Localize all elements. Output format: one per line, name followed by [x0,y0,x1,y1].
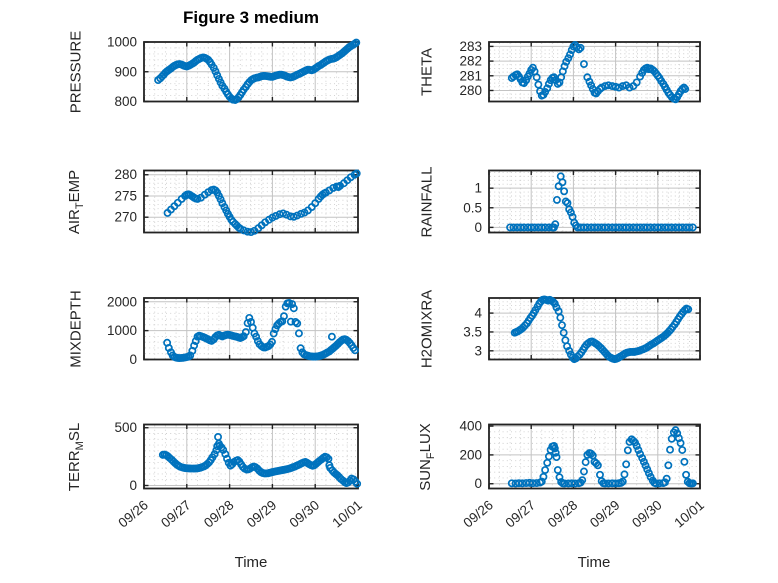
subplot-RAINFALL: 00.51 [463,169,701,235]
y-tick-label: 900 [114,64,137,79]
y-axis-label-MIXDEPTH: MIXDEPTH [67,289,85,368]
axes-frame [143,423,359,490]
scatter-series-THETA [507,40,690,104]
scatter-series-SUN_FLUX [507,426,697,488]
scatter-series-RAINFALL [506,172,697,232]
subplot-AIR_TEMP: 270 275 280 [114,167,361,237]
y-tick-label: 1000 [107,35,137,50]
y-tick-label: 1 [474,181,482,196]
y-axis-label-H2OMIXRA: H2OMIXRA [418,289,436,368]
tick-marks [143,170,359,233]
y-tick-label: 800 [114,94,137,109]
scatter-series-PRESSURE [154,38,361,104]
y-axis-label-TERR_MSL: TERRMSL [66,422,86,491]
x-tick-label: 09/26 [460,497,496,530]
subplot-H2OMIXRA: 33.54 [463,295,701,364]
scatter-series-MIXDEPTH [163,298,359,363]
figure-title: Figure 3 medium [182,8,320,27]
y-tick-label: 270 [114,210,137,225]
y-tick-label: 500 [114,420,137,435]
x-tick-label: 10/01 [329,497,365,530]
x-tick-label: 09/29 [587,497,623,530]
x-tick-label: 09/27 [158,497,194,530]
subplot-SUN_FLUX: 0 200 400 09/26 09/27 09/28 09/29 09/30 10/01 [459,419,706,531]
y-tick-label: 3.5 [463,324,482,339]
minor-grid [490,171,699,232]
axes-frame [488,297,701,361]
y-axis-label-SUN_FLUX: SUNFLUX [417,422,437,491]
major-grid [144,42,358,102]
scatter-series-AIR_TEMP [163,169,361,237]
y-tick-label: 0 [129,352,137,367]
y-axis-label-THETA: THETA [418,47,436,96]
x-axis-label-left: Time [234,554,268,571]
y-tick-label: 3 [474,343,482,358]
y-tick-label: 4 [474,306,482,321]
subplot-MIXDEPTH: 0 1000 2000 [107,294,359,367]
axes-frame [488,423,701,490]
y-tick-label: 281 [459,68,482,83]
y-tick-label: 400 [459,419,482,434]
y-tick-label: 1000 [107,323,137,338]
x-axis-label-right: Time [577,554,611,571]
y-tick-label: 0.5 [463,200,482,215]
y-tick-label: 0 [474,220,482,235]
x-tick-label: 10/01 [671,497,707,530]
y-axis-label-PRESSURE: PRESSURE [67,30,85,114]
y-tick-label: 0 [129,478,137,493]
subplot-PRESSURE: 800 900 1000 [107,35,361,109]
y-axis-label-AIR_TEMP: AIRTEMP [66,169,86,234]
y-tick-label: 2000 [107,294,137,309]
major-grid [489,298,700,360]
minor-grid [145,171,357,232]
scatter-series-H2OMIXRA [510,295,693,364]
y-tick-label: 200 [459,447,482,462]
axes-frame [143,297,359,361]
y-tick-label: 280 [459,83,482,98]
x-tick-label: 09/28 [201,497,237,530]
y-tick-label: 0 [474,476,482,491]
y-tick-label: 280 [114,167,137,182]
y-tick-label: 282 [459,54,482,69]
x-tick-label: 09/27 [503,497,539,530]
tick-marks [143,298,359,361]
y-tick-label: 283 [459,39,482,54]
x-tick-label: 09/26 [115,497,151,530]
y-tick-label: 275 [114,188,137,203]
x-tick-label: 09/30 [629,497,665,530]
subplot-TERR_MSL: 0 500 09/26 09/27 09/28 09/29 09/30 10/01 [114,420,364,530]
axes-frame [488,169,701,234]
x-tick-label: 09/29 [244,497,280,530]
x-tick-label: 09/30 [287,497,323,530]
axes-frame [488,41,701,103]
scatter-series-TERR_MSL [158,433,362,488]
minor-grid [490,425,699,488]
y-axis-label-RAINFALL: RAINFALL [418,166,436,237]
x-tick-label: 09/28 [545,497,581,530]
